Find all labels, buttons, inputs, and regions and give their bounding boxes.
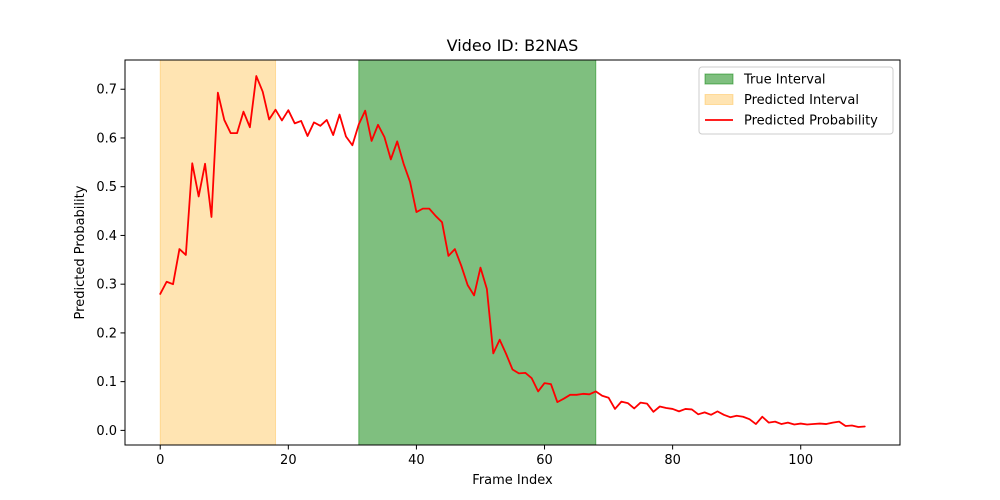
legend-box xyxy=(698,66,894,135)
legend-label-predicted-probability: Predicted Probability xyxy=(744,114,878,129)
y-axis-title: Predicted Probability xyxy=(73,185,88,319)
x-tick-label: 60 xyxy=(536,453,553,468)
plot-area xyxy=(159,59,866,446)
x-tick-label: 100 xyxy=(788,453,813,468)
legend-label-predicted-interval: Predicted Interval xyxy=(744,93,859,108)
y-tick-label: 0.4 xyxy=(96,229,117,244)
x-tick-label: 0 xyxy=(156,453,164,468)
y-tick-label: 0.2 xyxy=(96,326,117,341)
y-tick-label: 0.5 xyxy=(96,180,117,195)
y-tick-label: 0.6 xyxy=(96,131,117,146)
legend-swatch-true-interval xyxy=(704,73,734,85)
x-tick-label: 40 xyxy=(408,453,425,468)
axis-ticks: 0 20 40 60 80 100 0.0 0.1 0.2 0.3 0.4 0.5 0.6 0.7 xyxy=(96,83,813,468)
predicted-interval-band xyxy=(159,59,277,446)
chart-title: Video ID: B2NAS xyxy=(447,36,579,55)
legend: True Interval Predicted Interval Predict… xyxy=(698,66,894,135)
y-tick-label: 0.7 xyxy=(96,83,117,98)
y-tick-label: 0.1 xyxy=(96,375,117,390)
x-axis-title: Frame Index xyxy=(472,473,553,488)
y-tick-label: 0.3 xyxy=(96,278,117,293)
x-tick-label: 80 xyxy=(664,453,681,468)
legend-label-true-interval: True Interval xyxy=(743,73,826,88)
y-tick-label: 0.0 xyxy=(96,424,117,439)
predicted-probability-line xyxy=(159,75,866,428)
legend-swatch-predicted-interval xyxy=(704,94,734,105)
true-interval-band xyxy=(358,59,597,446)
axes-frame xyxy=(124,59,901,446)
x-tick-label: 20 xyxy=(280,453,297,468)
